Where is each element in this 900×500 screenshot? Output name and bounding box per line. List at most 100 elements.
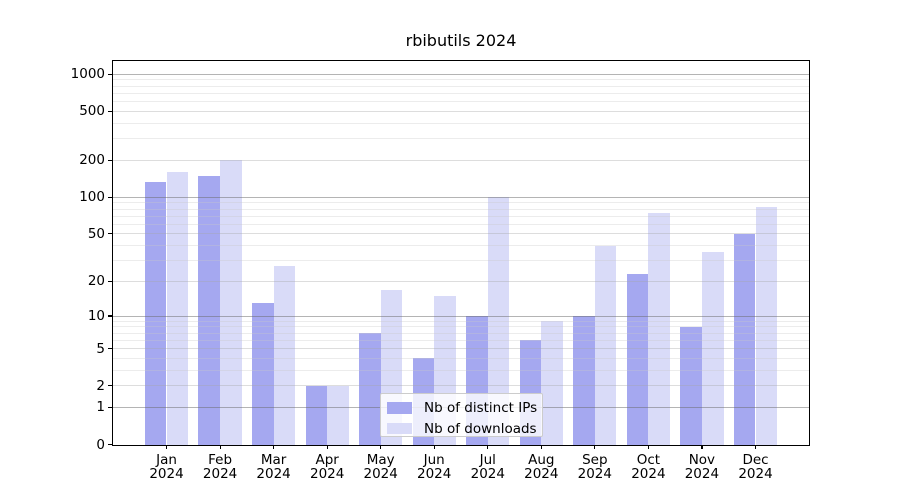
bar-distinct-ips-may bbox=[359, 333, 381, 445]
y-axis-tick-mark bbox=[107, 196, 113, 198]
gridline-y-4 bbox=[113, 357, 809, 359]
y-axis-tick-label-500: 500 bbox=[79, 103, 105, 120]
gridline-y-900 bbox=[113, 79, 809, 81]
gridline-y-1000 bbox=[113, 73, 809, 75]
gridline-y-5 bbox=[113, 348, 809, 349]
y-axis-tick-label-10: 10 bbox=[87, 308, 105, 324]
y-axis-tick-mark bbox=[107, 159, 113, 161]
y-axis-tick-mark bbox=[107, 110, 113, 112]
gridline-y-70 bbox=[113, 215, 809, 217]
x-axis-tick-label-mar: Mar 2024 bbox=[256, 451, 291, 482]
gridline-y-80 bbox=[113, 208, 809, 210]
bar-downloads-nov bbox=[701, 252, 724, 445]
y-axis-tick-label-50: 50 bbox=[87, 225, 105, 242]
x-axis-tick-mark bbox=[165, 444, 168, 449]
bar-downloads-dec bbox=[755, 207, 778, 445]
x-axis-tick-mark bbox=[701, 444, 703, 449]
x-axis-tick-label-feb: Feb 2024 bbox=[202, 451, 238, 482]
gridline-y-40 bbox=[113, 245, 809, 246]
y-axis-tick-label-20: 20 bbox=[87, 273, 105, 290]
gridline-y-100 bbox=[113, 196, 809, 198]
gridline-y-60 bbox=[113, 223, 809, 225]
x-axis-tick-label-dec: Dec 2024 bbox=[738, 451, 773, 482]
x-axis-tick-label-sep: Sep 2024 bbox=[577, 451, 612, 482]
y-axis-tick-mark bbox=[107, 280, 113, 282]
bar-downloads-oct bbox=[648, 213, 671, 445]
bar-downloads-jul bbox=[487, 197, 510, 445]
x-axis-tick-mark bbox=[380, 444, 382, 449]
plot-area bbox=[113, 61, 809, 445]
legend: Nb of distinct IPs Nb of downloads bbox=[380, 393, 543, 437]
bar-downloads-apr bbox=[327, 385, 349, 445]
bar-downloads-aug bbox=[541, 321, 563, 445]
gridline-y-400 bbox=[113, 122, 809, 124]
x-axis-tick-label-aug: Aug 2024 bbox=[524, 451, 559, 482]
y-axis-tick-label-1: 1 bbox=[96, 399, 105, 416]
legend-swatch-distinct-ips bbox=[387, 402, 412, 414]
x-axis-tick-label-nov: Nov 2024 bbox=[684, 451, 720, 482]
y-axis-tick-mark bbox=[107, 347, 113, 350]
gridline-y-7 bbox=[113, 332, 809, 334]
y-axis-tick-label-200: 200 bbox=[79, 152, 105, 169]
gridline-y-9 bbox=[113, 320, 809, 322]
gridline-y-200 bbox=[113, 159, 809, 161]
gridline-y-6 bbox=[113, 339, 809, 341]
x-axis-tick-label-oct: Oct 2024 bbox=[631, 451, 666, 482]
x-axis-tick-mark bbox=[594, 444, 596, 449]
x-axis-tick-label-apr: Apr 2024 bbox=[310, 451, 345, 482]
bar-downloads-mar bbox=[273, 265, 296, 445]
x-axis-tick-mark bbox=[487, 444, 489, 449]
y-axis-tick-mark bbox=[107, 406, 113, 409]
x-axis-tick-label-may: May 2024 bbox=[363, 451, 398, 482]
gridline-y-3 bbox=[113, 369, 809, 371]
bar-distinct-ips-feb bbox=[198, 176, 221, 445]
gridline-y-8 bbox=[113, 326, 809, 328]
legend-item-distinct-ips: Nb of distinct IPs bbox=[387, 400, 538, 417]
gridline-y-2 bbox=[113, 385, 809, 387]
x-axis-tick-mark bbox=[326, 444, 328, 449]
x-axis-tick-label-jul: Jul 2024 bbox=[470, 451, 505, 482]
y-axis-tick-label-2: 2 bbox=[96, 377, 105, 394]
bar-distinct-ips-jan bbox=[144, 182, 167, 445]
bar-downloads-sep bbox=[594, 245, 617, 445]
gridline-y-500 bbox=[113, 110, 809, 112]
y-axis-tick-label-100: 100 bbox=[79, 189, 105, 206]
legend-label-distinct-ips: Nb of distinct IPs bbox=[424, 400, 538, 416]
bar-distinct-ips-oct bbox=[626, 274, 649, 445]
y-axis-tick-mark bbox=[107, 233, 113, 235]
y-axis-tick-mark bbox=[107, 385, 113, 387]
x-axis-tick-mark bbox=[754, 444, 757, 449]
legend-swatch-downloads bbox=[387, 422, 412, 435]
y-axis-tick-label-0: 0 bbox=[96, 436, 105, 453]
chart-title: rbibutils 2024 bbox=[405, 31, 517, 50]
y-axis-tick-label-5: 5 bbox=[96, 340, 105, 357]
gridline-y-300 bbox=[113, 138, 809, 140]
gridline-y-600 bbox=[113, 101, 809, 103]
x-axis-tick-label-jan: Jan 2024 bbox=[149, 451, 184, 482]
x-axis-tick-mark bbox=[273, 444, 275, 449]
legend-label-downloads: Nb of downloads bbox=[424, 420, 537, 437]
bar-downloads-feb bbox=[220, 160, 242, 445]
bar-distinct-ips-dec bbox=[733, 233, 756, 445]
y-axis-tick-mark bbox=[107, 443, 113, 446]
x-axis-tick-mark bbox=[433, 444, 435, 449]
gridline-y-50 bbox=[113, 233, 809, 235]
bar-distinct-ips-sep bbox=[573, 316, 595, 445]
gridline-y-700 bbox=[113, 92, 809, 94]
x-axis-tick-mark bbox=[219, 444, 221, 449]
gridline-y-10 bbox=[113, 315, 809, 317]
bar-downloads-jan bbox=[166, 172, 189, 445]
gridline-y-20 bbox=[113, 280, 809, 282]
y-axis-tick-mark bbox=[107, 315, 113, 317]
x-axis-tick-mark bbox=[540, 444, 542, 449]
gridline-y-90 bbox=[113, 202, 809, 204]
gridline-y-800 bbox=[113, 85, 809, 87]
bar-distinct-ips-apr bbox=[305, 385, 328, 445]
bar-distinct-ips-nov bbox=[680, 326, 702, 445]
gridline-y-30 bbox=[113, 260, 809, 261]
y-axis-tick-mark bbox=[107, 73, 113, 75]
x-axis-tick-mark bbox=[647, 444, 650, 449]
legend-item-downloads: Nb of downloads bbox=[387, 420, 537, 437]
y-axis-tick-label-1000: 1000 bbox=[70, 66, 105, 83]
